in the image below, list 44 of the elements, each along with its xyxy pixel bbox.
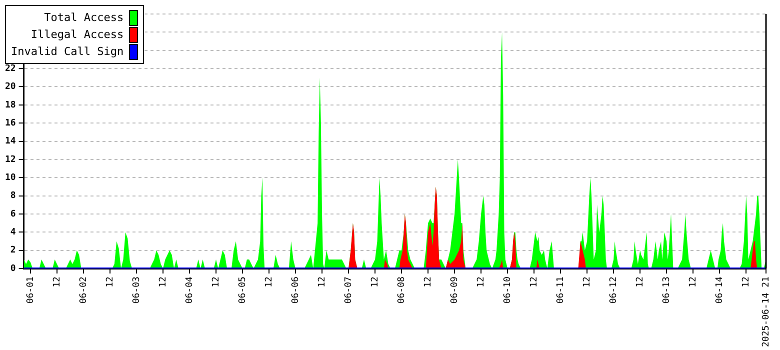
- y-tick-label: 16: [4, 118, 16, 128]
- x-tick-label: 06-12: [608, 276, 619, 304]
- y-tick-label: 4: [10, 228, 16, 238]
- legend-label: Total Access: [44, 11, 124, 24]
- x-tick-label: 12: [476, 276, 486, 288]
- y-tick-label: 10: [4, 172, 16, 183]
- y-tick-label: 14: [4, 136, 16, 147]
- x-tick-label: 06-13: [662, 276, 672, 304]
- y-tick-label: 0: [10, 264, 16, 274]
- y-tick-label: 18: [4, 100, 16, 110]
- x-tick-label: 12: [741, 276, 752, 288]
- x-tick-label: 06-03: [132, 276, 142, 304]
- x-tick-label: 12: [158, 276, 168, 288]
- x-tick-label: 06-01: [26, 276, 36, 304]
- x-tick-label: 06-05: [238, 276, 248, 304]
- x-tick-label: 06-04: [184, 276, 195, 304]
- x-tick-label: 12: [211, 276, 222, 288]
- x-tick-label: 06-11: [556, 276, 566, 304]
- x-tick-label: 12: [370, 276, 380, 288]
- x-tick-label: 12: [52, 276, 62, 288]
- x-tick-label: 12: [105, 276, 116, 288]
- x-tick-label: 06-07: [344, 276, 354, 304]
- y-tick-label: 8: [10, 191, 16, 202]
- x-tick-label: 06-08: [396, 276, 407, 304]
- x-tick-label: 2025-06-14 21: [761, 276, 772, 348]
- x-tick-label: 06-06: [290, 276, 301, 304]
- y-tick-label: 2: [10, 246, 16, 256]
- x-tick-label: 06-09: [450, 276, 460, 304]
- x-tick-label: 06-02: [78, 276, 89, 304]
- y-tick-label: 6: [10, 209, 16, 220]
- legend-label: Invalid Call Sign: [11, 45, 124, 58]
- x-tick-label: 12: [635, 276, 646, 288]
- x-tick-label: 12: [264, 276, 274, 288]
- x-tick-label: 12: [582, 276, 592, 288]
- x-tick-label: 12: [688, 276, 698, 288]
- x-tick-label: 12: [317, 276, 328, 288]
- x-tick-label: 12: [423, 276, 434, 288]
- x-tick-label: 06-14: [714, 276, 725, 304]
- y-tick-label: 22: [4, 64, 16, 74]
- x-tick-label: 06-10: [502, 276, 513, 304]
- y-tick-label: 20: [4, 82, 16, 92]
- y-tick-label: 12: [4, 154, 16, 165]
- legend-label: Illegal Access: [30, 28, 124, 41]
- x-tick-label: 12: [529, 276, 540, 288]
